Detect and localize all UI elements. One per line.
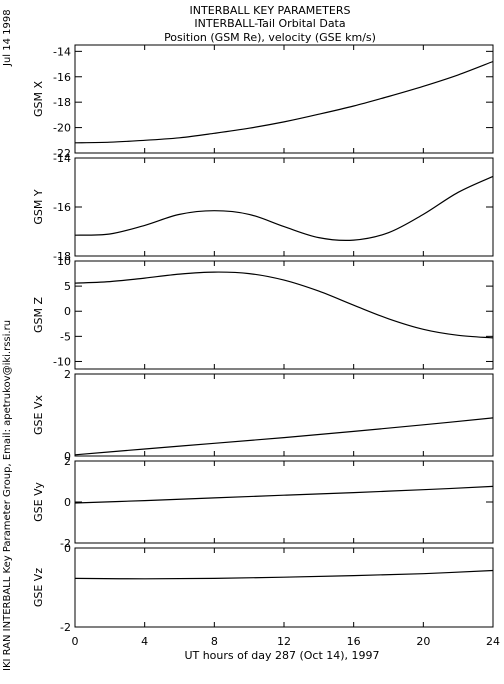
gse-vy-ytick-label: 0 (64, 496, 71, 509)
x-axis-label: UT hours of day 287 (Oct 14), 1997 (184, 649, 379, 662)
gsm-x-ylabel: GSM X (32, 81, 45, 117)
gse-vz-ytick-label: 0 (64, 542, 71, 555)
gsm-z-ytick-label: 0 (64, 305, 71, 318)
x-tick-label: 20 (416, 635, 430, 648)
gse-vy-frame (74, 460, 494, 544)
gsm-y-series-line (74, 175, 494, 241)
gse-vx-ytick-label: 2 (64, 368, 71, 381)
gsm-y-ylabel: GSM Y (32, 189, 45, 224)
gsm-y-ytick-label: -18 (53, 250, 71, 263)
gsm-y-ytick-label: -14 (53, 152, 71, 165)
x-tick-label: 12 (277, 635, 291, 648)
gse-vz-ytick-label: -2 (60, 621, 71, 634)
x-tick-label: 8 (211, 635, 218, 648)
gsm-y-frame (74, 157, 494, 257)
gsm-y-ytick-label: -16 (53, 201, 71, 214)
gsm-z-frame (74, 260, 494, 370)
gsm-x-ytick-label: -16 (53, 71, 71, 84)
gsm-z-ylabel: GSM Z (32, 297, 45, 333)
gsm-x-panel: -14 -16 -18 -20 -22 GSM X (32, 44, 494, 160)
gse-vy-panel: 2 0 -2 GSE Vy (32, 455, 494, 550)
gse-vx-ylabel: GSE Vx (32, 395, 45, 435)
figure-subtitle: INTERBALL-Tail Orbital Data (194, 17, 345, 30)
gsm-z-ytick-label: 5 (64, 280, 71, 293)
gsm-z-ytick-label: -10 (53, 355, 71, 368)
gsm-x-ytick-label: -18 (53, 96, 71, 109)
x-tick-label: 4 (141, 635, 148, 648)
gse-vx-panel: 2 0 GSE Vx (32, 368, 494, 463)
x-tick-label: 24 (486, 635, 500, 648)
gse-vy-ytick-label: 2 (64, 455, 71, 468)
x-axis: 0 4 8 12 16 20 24 (72, 635, 501, 648)
gse-vz-series-line (74, 569, 494, 580)
gsm-x-ytick-label: -20 (53, 122, 71, 135)
gsm-z-ytick-label: -5 (60, 330, 71, 343)
gsm-x-ytick-label: -22 (53, 147, 71, 160)
gse-vz-frame (74, 547, 494, 628)
gse-vz-ylabel: GSE Vz (32, 568, 45, 607)
gse-vy-ylabel: GSE Vy (32, 482, 45, 522)
gsm-x-frame (74, 44, 494, 154)
x-tick-label: 16 (347, 635, 361, 648)
gse-vx-frame (74, 373, 494, 457)
gse-vy-ytick-label: -2 (60, 537, 71, 550)
gsm-z-ytick-label: 10 (57, 255, 71, 268)
x-tick-label: 0 (72, 635, 79, 648)
gsm-y-panel: -14 -16 -18 GSM Y (32, 152, 494, 263)
gse-vx-ytick-label: 0 (64, 450, 71, 463)
gsm-x-ytick-label: -14 (53, 45, 71, 58)
gsm-z-series-line (74, 271, 494, 339)
gsm-z-panel: 10 5 0 -5 -10 GSM Z (32, 255, 494, 370)
gse-vy-series-line (74, 485, 494, 504)
gse-vx-series-line (74, 417, 494, 456)
figure-description: Position (GSM Re), velocity (GSE km/s) (164, 31, 376, 44)
gse-vz-panel: 0 -2 GSE Vz (32, 542, 494, 634)
gsm-x-series-line (74, 60, 494, 144)
figure-title: INTERBALL KEY PARAMETERS (190, 4, 351, 17)
